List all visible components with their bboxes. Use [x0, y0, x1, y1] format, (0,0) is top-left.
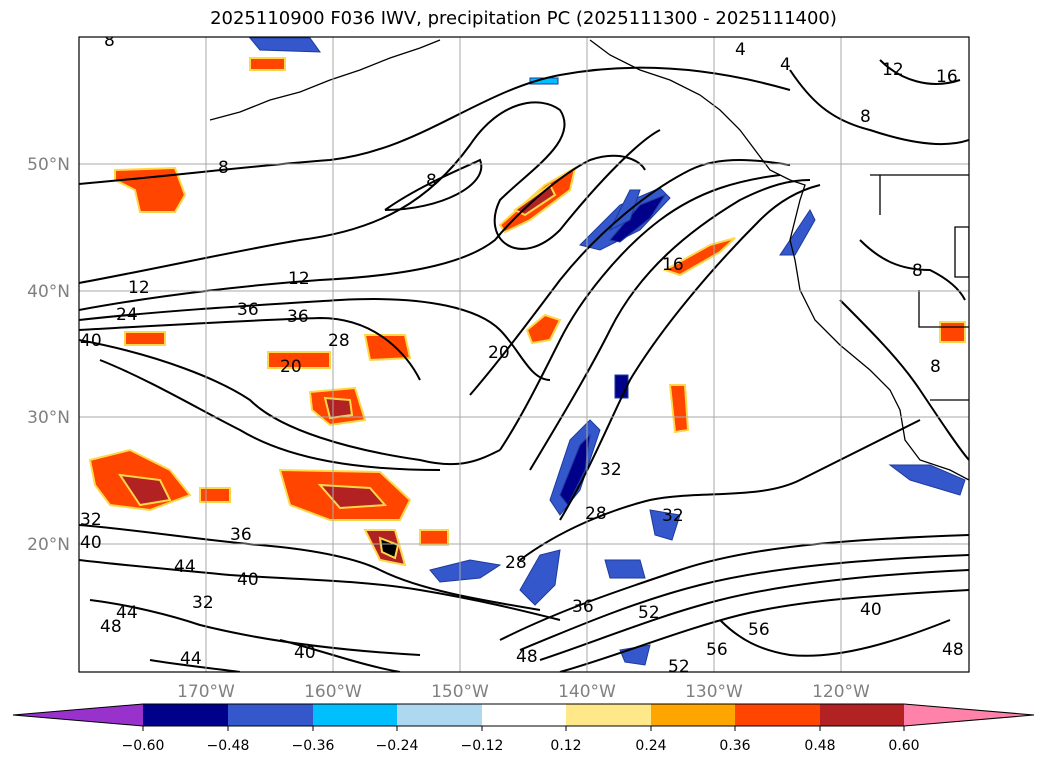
- colorbar-cell: [228, 704, 313, 726]
- contour-label: 20: [488, 343, 510, 363]
- contour-label: 8: [930, 357, 941, 377]
- contour-label: 32: [662, 506, 684, 526]
- contour-label: 12: [288, 269, 310, 289]
- colorbar-cell: [735, 704, 820, 726]
- lon-label: 130°W: [685, 682, 743, 702]
- precip-positive-shading: [88, 57, 966, 567]
- contour-label: 28: [585, 504, 607, 524]
- colorbar-cell: [820, 704, 904, 726]
- colorbar-cell: [566, 704, 651, 726]
- contour-label: 24: [116, 305, 138, 325]
- contour-label: 44: [174, 557, 196, 577]
- colorbar-tick-label: −0.24: [376, 738, 419, 754]
- colorbar-extension-low: [13, 704, 143, 726]
- lat-labels: 50°N 40°N 30°N 20°N: [27, 155, 70, 555]
- contour-label: 16: [936, 67, 958, 87]
- colorbar-tick-label: 0.60: [888, 738, 919, 754]
- colorbar-cell: [482, 704, 566, 726]
- contour-label: 28: [328, 331, 350, 351]
- contour-label: 8: [912, 261, 923, 281]
- colorbar-tick-label: −0.36: [292, 738, 335, 754]
- colorbar-tick-label: 0.36: [719, 738, 750, 754]
- lat-label: 30°N: [27, 408, 70, 428]
- colorbar-ticks: [142, 726, 905, 731]
- colorbar-extension-high: [904, 704, 1034, 726]
- contour-label: 36: [287, 307, 309, 327]
- contour-label: 8: [426, 171, 437, 191]
- contour-label: 12: [128, 278, 150, 298]
- lon-label: 170°W: [177, 682, 235, 702]
- lat-label: 20°N: [27, 535, 70, 555]
- lon-label: 150°W: [431, 682, 489, 702]
- contour-label: 48: [100, 617, 122, 637]
- contour-label: 40: [80, 533, 102, 553]
- contour-label: 20: [280, 357, 302, 377]
- contour-label: 52: [668, 657, 690, 677]
- contour-label: 40: [237, 570, 259, 590]
- contour-label: 32: [600, 460, 622, 480]
- colorbar: −0.60 −0.48 −0.36 −0.24 −0.12 0.12 0.24 …: [12, 703, 1035, 754]
- colorbar-cell: [651, 704, 735, 726]
- contour-label: 36: [237, 300, 259, 320]
- colorbar-tick-label: 0.12: [550, 738, 581, 754]
- contour-label: 36: [230, 525, 252, 545]
- contour-label: 32: [192, 593, 214, 613]
- contour-label: 36: [572, 597, 594, 617]
- iwv-contours: [79, 59, 969, 672]
- contour-label: 8: [104, 31, 115, 51]
- contour-label: 56: [748, 620, 770, 640]
- lat-label: 40°N: [27, 282, 70, 302]
- contour-label: 12: [882, 60, 904, 80]
- contour-label: 40: [294, 643, 316, 663]
- colorbar-tick-label: 0.24: [635, 738, 666, 754]
- contour-label: 48: [942, 640, 964, 660]
- colorbar-tick-label: −0.48: [207, 738, 250, 754]
- lon-label: 120°W: [812, 682, 870, 702]
- lat-label: 50°N: [27, 155, 70, 175]
- coastline: [209, 39, 969, 481]
- map-title: 2025110900 F036 IWV, precipitation PC (2…: [210, 8, 837, 29]
- contour-label: 48: [516, 647, 538, 667]
- colorbar-cell: [313, 704, 397, 726]
- colorbar-cell: [143, 704, 228, 726]
- contour-label: 4: [735, 40, 746, 60]
- contour-label: 44: [116, 603, 138, 623]
- contour-label: 8: [218, 158, 229, 178]
- lon-label: 160°W: [304, 682, 362, 702]
- contour-label: 56: [706, 640, 728, 660]
- plot-area: [79, 37, 969, 672]
- colorbar-tick-label: −0.60: [122, 738, 165, 754]
- colorbar-tick-label: −0.12: [461, 738, 504, 754]
- colorbar-cell: [397, 704, 482, 726]
- contour-label: 4: [780, 55, 791, 75]
- contour-label: 40: [80, 331, 102, 351]
- contour-label: 44: [180, 649, 202, 669]
- plot-frame: [78, 36, 970, 673]
- contour-label: 8: [860, 107, 871, 127]
- lon-labels: 170°W 160°W 150°W 140°W 130°W 120°W: [177, 682, 870, 702]
- graticule: [79, 37, 969, 672]
- contour-label: 32: [80, 510, 102, 530]
- contour-label: 16: [662, 255, 684, 275]
- contour-labels: 8 8 8 12 12 12 16 16 20 20 24 28 28 28 3…: [80, 31, 964, 677]
- contour-label: 52: [638, 603, 660, 623]
- contour-label: 40: [860, 600, 882, 620]
- colorbar-tick-label: 0.48: [804, 738, 835, 754]
- lon-label: 140°W: [558, 682, 616, 702]
- contour-label: 28: [505, 553, 527, 573]
